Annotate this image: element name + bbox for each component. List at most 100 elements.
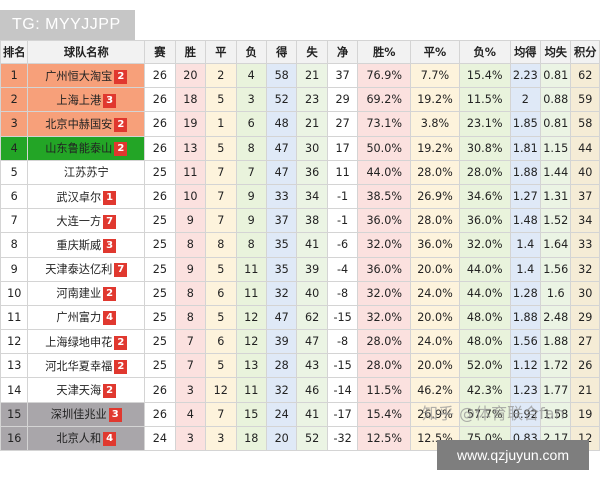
cell-goal-diff: -6 (326, 232, 359, 258)
cell-avg-for: 0.92 (509, 401, 542, 427)
cell-goals-for: 58 (265, 62, 298, 89)
cell-goals-for: 28 (265, 353, 298, 379)
cell-played: 26 (144, 401, 176, 427)
cell-draw-pct: 24.0% (410, 280, 460, 306)
cell-avg-against: 0.81 (540, 111, 572, 137)
cell-loss-pct: 36.0% (458, 208, 511, 234)
cell-draws: 6 (205, 280, 237, 306)
standings-body: 1 广州恒大淘宝 2 26 20 2 4 58 21 37 76.9% 7.7% 15.4% 2.23 0.… (0, 62, 600, 452)
team-name: 天津泰达亿利 (45, 263, 113, 277)
cell-team: 上海上港 3 (27, 87, 146, 113)
cell-wins: 13 (174, 135, 207, 161)
cell-win-pct: 28.0% (357, 353, 412, 379)
cell-goals-for: 52 (265, 87, 298, 113)
team-name: 北京中赫国安 (45, 117, 113, 131)
cell-win-pct: 36.0% (357, 208, 412, 234)
cell-rank: 3 (0, 111, 29, 137)
cell-avg-for: 2.23 (509, 62, 542, 89)
cell-win-pct: 12.5% (357, 425, 412, 452)
col-header-played: 赛 (144, 40, 176, 64)
cell-avg-for: 1.12 (509, 353, 542, 379)
team-name: 重庆斯威 (56, 238, 102, 252)
cell-points: 37 (570, 183, 600, 210)
col-header-win-pct: 胜% (357, 40, 412, 64)
cell-draws: 12 (205, 377, 237, 403)
cell-win-pct: 69.2% (357, 87, 412, 113)
cell-avg-for: 1.4 (509, 256, 542, 282)
cell-rank: 12 (0, 329, 29, 355)
cell-goal-diff: -4 (326, 256, 359, 282)
cell-team: 山东鲁能泰山 2 (27, 135, 146, 161)
cell-goal-diff: -8 (326, 329, 359, 355)
col-header-avg-against: 均失 (540, 40, 572, 64)
table-row: 12 上海绿地申花 2 25 7 6 12 39 47 -8 28.0% 24.0% 48.0% 1.56… (0, 329, 600, 355)
cell-played: 25 (144, 232, 176, 258)
cell-avg-against: 1.15 (540, 135, 572, 161)
cell-played: 26 (144, 377, 176, 403)
cell-goals-for: 33 (265, 183, 298, 210)
cell-avg-against: 1.31 (540, 183, 572, 210)
cell-goals-for: 20 (265, 425, 298, 452)
cell-draws: 5 (205, 87, 237, 113)
cell-wins: 7 (174, 329, 207, 355)
cell-avg-against: 1.64 (540, 232, 572, 258)
cell-played: 25 (144, 353, 176, 379)
table-row: 13 河北华夏幸福 2 25 7 5 13 28 43 -15 28.0% 20.0% 52.0% 1.1… (0, 353, 600, 379)
cell-rank: 4 (0, 135, 29, 161)
cell-points: 26 (570, 353, 600, 379)
cell-team: 上海绿地申花 2 (27, 329, 146, 355)
col-header-avg-for: 均得 (509, 40, 542, 64)
cell-losses: 12 (235, 329, 267, 355)
cell-avg-against: 1.88 (540, 329, 572, 355)
team-badge: 4 (103, 311, 117, 326)
cell-wins: 20 (174, 62, 207, 89)
cell-loss-pct: 48.0% (458, 304, 511, 331)
cell-goal-diff: -15 (326, 304, 359, 331)
cell-points: 19 (570, 401, 600, 427)
cell-rank: 15 (0, 401, 29, 427)
cell-rank: 2 (0, 87, 29, 113)
cell-draw-pct: 24.0% (410, 329, 460, 355)
cell-losses: 11 (235, 377, 267, 403)
cell-goals-against: 34 (296, 183, 328, 210)
cell-avg-for: 1.4 (509, 232, 542, 258)
cell-losses: 13 (235, 353, 267, 379)
cell-wins: 8 (174, 232, 207, 258)
cell-loss-pct: 44.0% (458, 280, 511, 306)
cell-team: 武汉卓尔 1 (27, 183, 146, 210)
cell-avg-against: 1.77 (540, 377, 572, 403)
cell-draw-pct: 7.7% (410, 62, 460, 89)
cell-draw-pct: 3.8% (410, 111, 460, 137)
cell-goals-for: 32 (265, 280, 298, 306)
cell-draws: 7 (205, 401, 237, 427)
cell-win-pct: 36.0% (357, 256, 412, 282)
cell-avg-against: 1.6 (540, 280, 572, 306)
cell-avg-against: 1.44 (540, 159, 572, 185)
cell-goals-for: 35 (265, 232, 298, 258)
cell-wins: 3 (174, 377, 207, 403)
cell-goals-against: 21 (296, 62, 328, 89)
cell-team: 广州恒大淘宝 2 (27, 62, 146, 89)
cell-goal-diff: -1 (326, 183, 359, 210)
cell-goals-against: 41 (296, 232, 328, 258)
col-header-draws: 平 (205, 40, 237, 64)
cell-rank: 8 (0, 232, 29, 258)
cell-goal-diff: 29 (326, 87, 359, 113)
cell-draw-pct: 19.2% (410, 135, 460, 161)
cell-win-pct: 76.9% (357, 62, 412, 89)
col-header-rank: 排名 (0, 40, 29, 64)
cell-losses: 9 (235, 208, 267, 234)
cell-loss-pct: 30.8% (458, 135, 511, 161)
cell-played: 25 (144, 208, 176, 234)
cell-loss-pct: 52.0% (458, 353, 511, 379)
cell-losses: 6 (235, 111, 267, 137)
team-badge: 7 (114, 263, 128, 278)
cell-goals-against: 21 (296, 111, 328, 137)
cell-loss-pct: 42.3% (458, 377, 511, 403)
cell-rank: 16 (0, 425, 29, 452)
cell-goals-against: 47 (296, 329, 328, 355)
cell-team: 深圳佳兆业 3 (27, 401, 146, 427)
cell-loss-pct: 34.6% (458, 183, 511, 210)
cell-team: 天津泰达亿利 7 (27, 256, 146, 282)
cell-avg-against: 1.58 (540, 401, 572, 427)
